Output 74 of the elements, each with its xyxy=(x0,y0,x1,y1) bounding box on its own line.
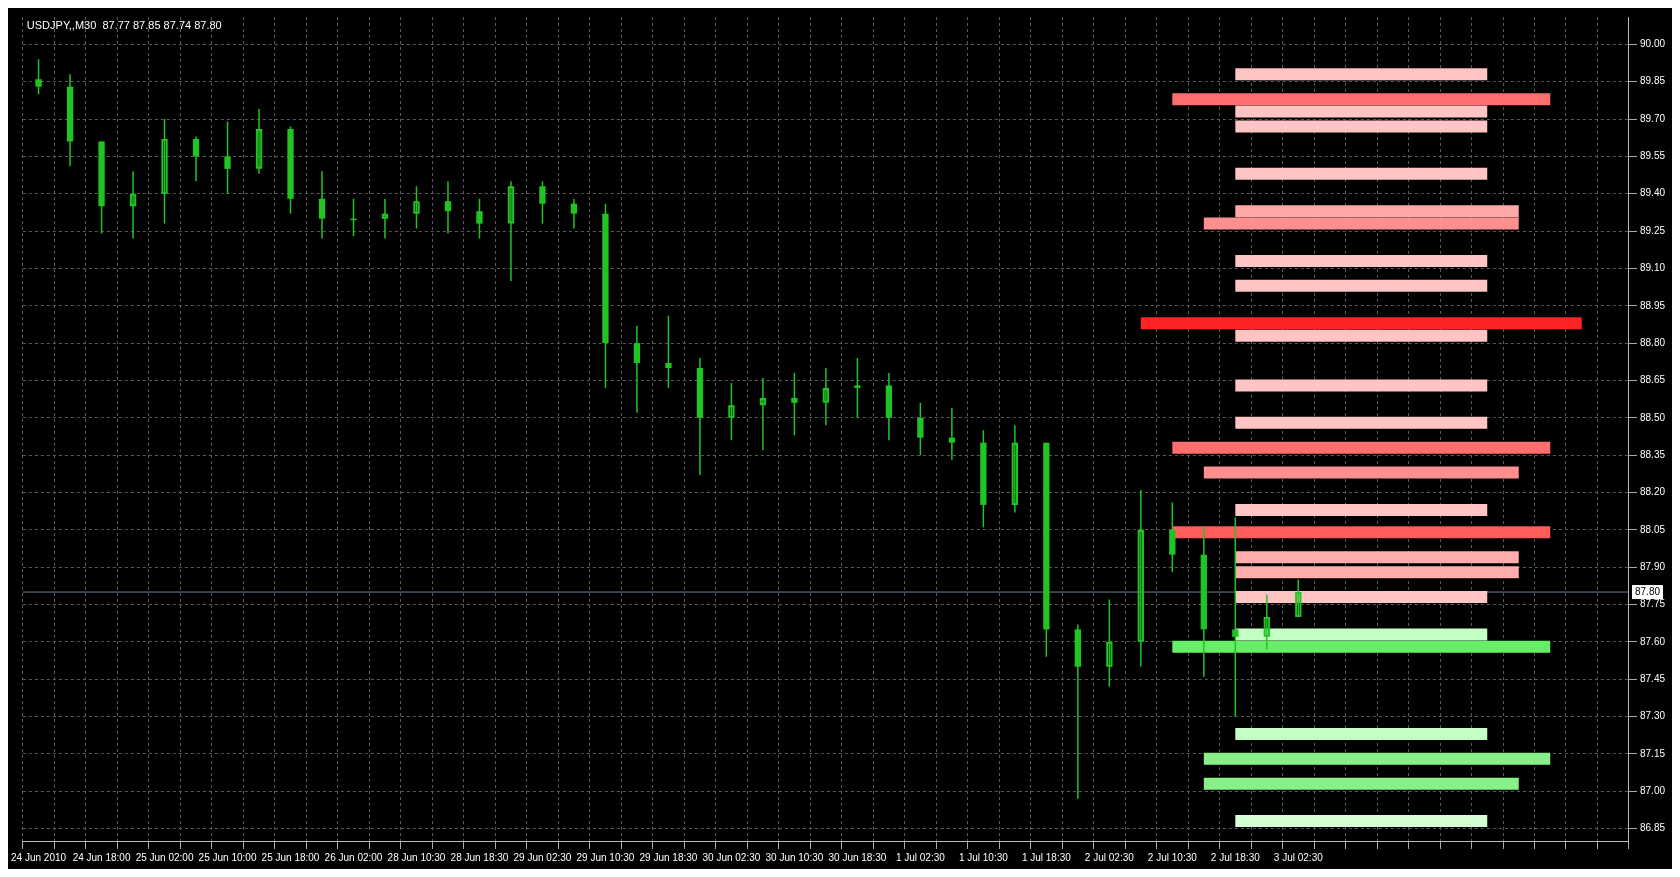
x-tick-label: 25 Jun 02:00 xyxy=(135,851,194,863)
candlestick xyxy=(759,377,767,451)
candlestick xyxy=(1011,424,1019,514)
y-tick-label: 89.25 xyxy=(1639,224,1666,236)
x-tick-label: 2 Jul 18:30 xyxy=(1210,851,1261,863)
candlestick xyxy=(917,402,924,456)
candlestick xyxy=(444,180,452,235)
candlestick xyxy=(476,197,483,240)
y-tick-label: 87.75 xyxy=(1639,598,1666,610)
y-tick-label: 88.65 xyxy=(1639,374,1666,386)
y-tick-label: 86.85 xyxy=(1639,822,1666,834)
y-tick-label: 88.35 xyxy=(1639,448,1666,460)
candlestick xyxy=(728,382,735,441)
candlestick xyxy=(192,135,200,183)
candlestick xyxy=(507,180,515,282)
candlestick xyxy=(1263,593,1270,651)
chart-title: USDJPY,,M30 87.77 87.85 87.74 87.80 xyxy=(26,18,222,31)
x-tick-label: 1 Jul 02:30 xyxy=(895,851,946,863)
candlestick xyxy=(381,197,389,240)
y-tick-label: 89.10 xyxy=(1639,262,1666,274)
candlestick xyxy=(224,120,231,195)
x-tick-label: 2 Jul 10:30 xyxy=(1147,851,1198,863)
y-tick-label: 89.55 xyxy=(1639,150,1666,162)
candlestick xyxy=(1137,489,1144,668)
candlestick xyxy=(948,407,956,461)
candlestick xyxy=(539,180,546,225)
y-tick-label: 87.15 xyxy=(1639,747,1666,759)
y-tick-label: 89.70 xyxy=(1639,112,1666,124)
candlestick xyxy=(1295,578,1302,618)
candlestick xyxy=(318,170,326,240)
x-tick-label: 28 Jun 10:30 xyxy=(387,851,446,863)
x-tick-label: 24 Jun 2010 xyxy=(11,851,67,863)
x-tick-label: 1 Jul 10:30 xyxy=(958,851,1009,863)
y-tick-label: 88.80 xyxy=(1639,336,1666,348)
y-tick-label: 88.95 xyxy=(1639,299,1666,311)
candlestick xyxy=(1232,516,1239,718)
x-tick-label: 26 Jun 02:00 xyxy=(324,851,383,863)
x-tick-label: 29 Jun 18:30 xyxy=(639,851,698,863)
y-tick-label: 89.85 xyxy=(1639,75,1666,87)
y-tick-label: 87.30 xyxy=(1639,710,1666,722)
y-tick-label: 89.40 xyxy=(1639,187,1666,199)
x-tick-label: 30 Jun 10:30 xyxy=(765,851,824,863)
y-tick-label: 87.90 xyxy=(1639,560,1666,572)
candlestick xyxy=(822,367,830,427)
x-tick-label: 25 Jun 10:00 xyxy=(198,851,257,863)
y-tick-label: 90.00 xyxy=(1639,38,1666,50)
candlestick xyxy=(255,108,263,175)
candlestick xyxy=(665,314,672,389)
x-tick-label: 1 Jul 18:30 xyxy=(1021,851,1072,863)
y-tick-label: 88.05 xyxy=(1639,523,1666,535)
x-tick-label: 2 Jul 02:30 xyxy=(1084,851,1135,863)
candlestick xyxy=(161,118,168,225)
x-tick-label: 29 Jun 02:30 xyxy=(513,851,572,863)
candlestick xyxy=(1106,598,1113,688)
candlestick xyxy=(35,58,42,95)
candlestick xyxy=(854,357,861,419)
x-tick-label: 29 Jun 10:30 xyxy=(576,851,635,863)
y-tick-label: 87.45 xyxy=(1639,672,1666,684)
candlestick xyxy=(791,372,798,436)
ref-line-label: 87.80 xyxy=(1634,585,1661,597)
y-tick-label: 87.60 xyxy=(1639,635,1666,647)
x-tick-label: 3 Jul 02:30 xyxy=(1273,851,1324,863)
candlestick xyxy=(570,197,578,230)
candlestick xyxy=(633,324,641,414)
y-tick-label: 88.50 xyxy=(1639,411,1666,423)
x-tick-label: 28 Jun 18:30 xyxy=(450,851,509,863)
candlestick xyxy=(129,170,137,240)
y-tick-label: 88.20 xyxy=(1639,486,1666,498)
y-tick-label: 87.00 xyxy=(1639,784,1666,796)
x-tick-label: 30 Jun 18:30 xyxy=(828,851,887,863)
x-tick-label: 25 Jun 18:00 xyxy=(261,851,320,863)
x-tick-label: 24 Jun 18:00 xyxy=(72,851,131,863)
candlestick xyxy=(413,185,420,230)
x-tick-label: 30 Jun 02:30 xyxy=(702,851,761,863)
